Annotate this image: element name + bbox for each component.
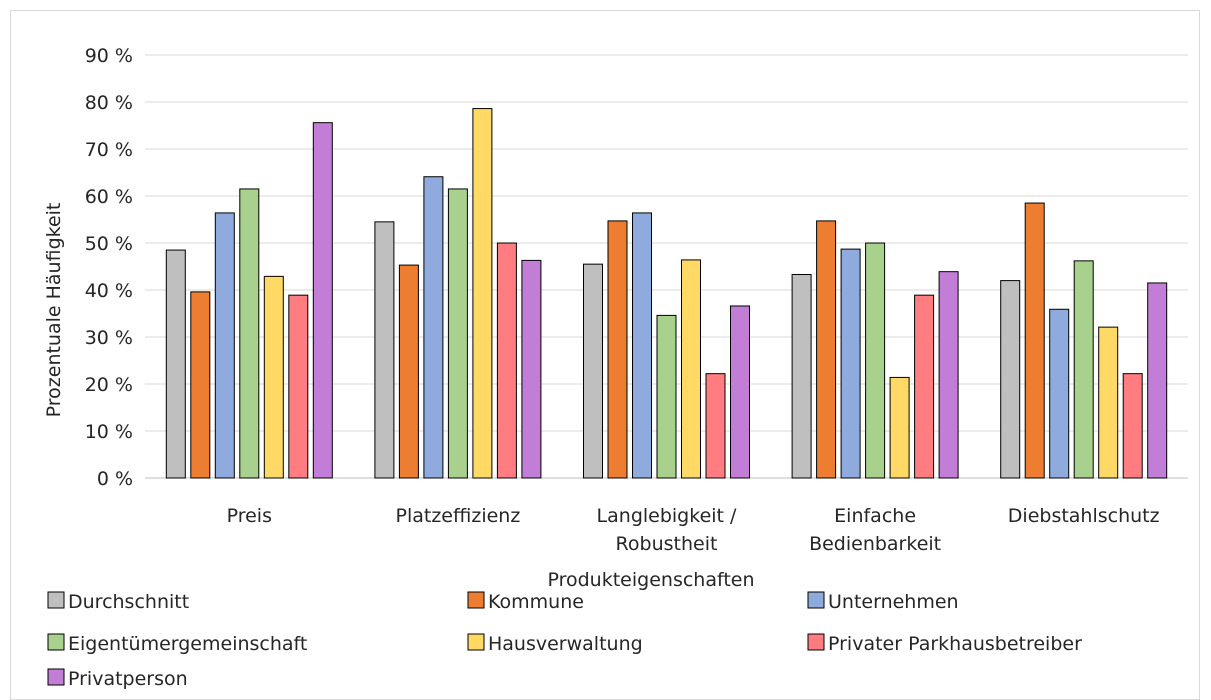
x-tick-label: Platzeffizienz: [395, 505, 520, 527]
y-tick-label: 10 %: [85, 421, 133, 443]
bar-privatperson: [312, 122, 333, 479]
legend: Durchschnitt Kommune Unternehmen Eigentümer…: [47, 591, 1082, 690]
legend-label: Durchschnitt: [68, 591, 189, 613]
y-tick-label: 30 %: [85, 327, 133, 349]
bar-durchschnitt: [374, 221, 395, 479]
bar-kommune: [607, 220, 628, 479]
bar-privater-parkhausbetreiber: [288, 294, 309, 479]
bar-privatperson: [521, 259, 542, 479]
bar-privatperson: [938, 271, 959, 479]
bar-unternehmen: [423, 176, 444, 479]
y-tick-label: 0 %: [97, 468, 133, 490]
bar-durchschnitt: [583, 263, 603, 479]
legend-label: Unternehmen: [828, 591, 959, 613]
legend-swatch: [47, 668, 65, 686]
bar-privater-parkhausbetreiber: [1122, 373, 1143, 479]
legend-label: Privatperson: [68, 668, 188, 690]
bar-durchschnitt: [165, 249, 186, 479]
x-tick-label: Langlebigkeit / Robustheit: [597, 505, 737, 555]
bar-hausverwaltung: [1098, 326, 1119, 479]
bar-privater-parkhausbetreiber: [496, 242, 517, 479]
legend-swatch: [807, 591, 825, 609]
y-tick-label: 90 %: [85, 45, 133, 67]
legend-label: Kommune: [488, 591, 584, 613]
legend-swatch: [467, 633, 485, 651]
y-axis-ticks: 0 % 10 % 20 % 30 % 40 % 50 % 60 % 70 % 80 % 90 %: [85, 45, 133, 490]
bar-hausverwaltung: [681, 259, 701, 479]
legend-swatch: [47, 591, 65, 609]
x-tick-label: Einfache Bedienbarkeit: [809, 505, 941, 555]
bar-kommune: [398, 264, 419, 479]
bar-unternehmen: [840, 248, 861, 479]
legend-label: Eigentümergemeinschaft: [68, 633, 307, 655]
bar-kommune: [816, 220, 837, 479]
x-axis-title: Produkteigenschaften: [547, 569, 754, 591]
y-tick-label: 80 %: [85, 92, 133, 114]
bar-unternehmen: [214, 212, 235, 479]
x-tick-label: Preis: [227, 505, 272, 527]
x-tick-label: Diebstahlschutz: [1008, 505, 1160, 527]
bar-privatperson: [1147, 282, 1168, 479]
legend-swatch: [47, 633, 65, 651]
bars: [165, 108, 1168, 479]
bar-kommune: [190, 291, 211, 479]
bar-unternehmen: [632, 212, 652, 479]
bar-hausverwaltung: [472, 108, 493, 479]
bar-eigent-mergemeinschaft: [865, 242, 886, 479]
legend-label: Hausverwaltung: [488, 633, 643, 655]
x-axis-ticks: Preis Platzeffizienz Langlebigkeit / Robust…: [227, 505, 1160, 555]
y-tick-label: 50 %: [85, 233, 133, 255]
bar-hausverwaltung: [889, 376, 910, 479]
bar-durchschnitt: [791, 273, 812, 479]
bar-privater-parkhausbetreiber: [705, 373, 726, 479]
bar-unternehmen: [1049, 308, 1070, 479]
legend-swatch: [467, 591, 485, 609]
bar-durchschnitt: [1000, 280, 1021, 479]
bar-hausverwaltung: [263, 275, 284, 479]
bar-eigent-mergemeinschaft: [239, 188, 260, 479]
bar-eigent-mergemeinschaft: [1073, 260, 1094, 479]
y-tick-label: 60 %: [85, 186, 133, 208]
y-axis-title: Prozentuale Häufigkeit: [43, 203, 65, 418]
y-tick-label: 70 %: [85, 139, 133, 161]
bar-eigent-mergemeinschaft: [656, 314, 677, 479]
legend-label: Privater Parkhausbetreiber: [828, 633, 1082, 655]
bar-privater-parkhausbetreiber: [914, 294, 935, 479]
bar-eigent-mergemeinschaft: [447, 188, 468, 479]
legend-swatch: [807, 633, 825, 651]
bar-kommune: [1024, 202, 1045, 479]
y-tick-label: 20 %: [85, 374, 133, 396]
bar-privatperson: [730, 305, 750, 479]
y-tick-label: 40 %: [85, 280, 133, 302]
